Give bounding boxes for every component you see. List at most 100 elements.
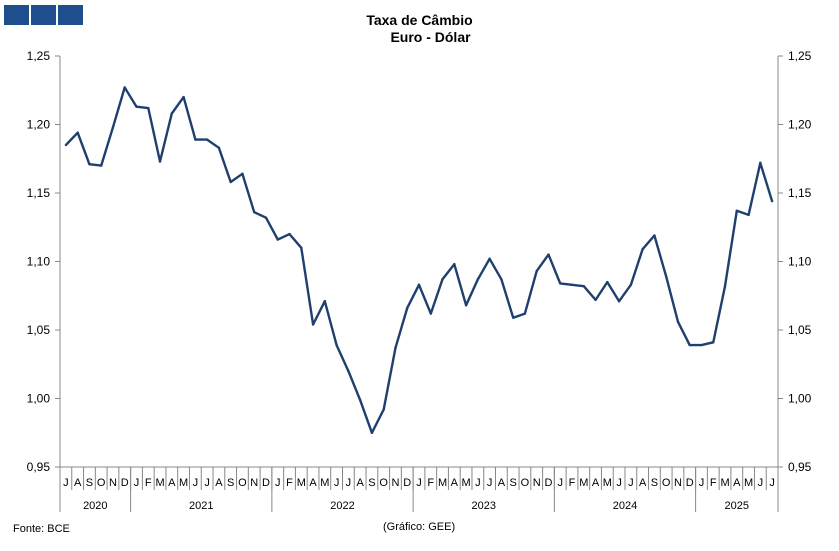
x-tick-label: O: [662, 477, 671, 489]
x-tick-label: M: [744, 477, 753, 489]
data-point: [111, 126, 115, 129]
year-label: 2022: [330, 500, 354, 512]
data-point: [311, 323, 315, 326]
x-tick-label: J: [769, 477, 775, 489]
data-point: [276, 238, 279, 241]
x-tick-label: A: [74, 477, 82, 489]
year-label: 2025: [725, 500, 749, 512]
x-tick-label: J: [557, 477, 563, 489]
data-point: [664, 275, 668, 278]
x-tick-label: J: [204, 477, 210, 489]
x-tick-label: S: [509, 477, 516, 489]
x-tick-label: N: [250, 477, 258, 489]
data-point: [500, 278, 503, 281]
y-tick-label-left: 1,05: [27, 323, 51, 337]
x-tick-label: O: [97, 477, 106, 489]
x-tick-label: J: [699, 477, 705, 489]
data-point: [441, 278, 444, 281]
data-point: [723, 284, 727, 288]
data-point: [535, 269, 538, 273]
x-tick-label: A: [639, 477, 647, 489]
x-tick-label: A: [592, 477, 600, 489]
x-tick-label: N: [674, 477, 682, 489]
x-tick-label: O: [238, 477, 247, 489]
data-point: [688, 343, 691, 347]
x-tick-label: S: [368, 477, 375, 489]
credit-label: (Gráfico: GEE): [383, 521, 456, 533]
data-point: [358, 398, 362, 402]
y-tick-label-right: 1,10: [788, 255, 812, 269]
data-point: [747, 213, 750, 217]
x-tick-label: J: [475, 477, 481, 489]
x-tick-label: D: [121, 477, 129, 489]
data-point: [288, 232, 291, 236]
y-tick-label-left: 1,10: [27, 255, 51, 269]
data-point: [76, 131, 79, 134]
y-tick-label-left: 1,15: [27, 186, 51, 200]
data-point: [217, 146, 221, 149]
x-tick-label: J: [275, 477, 281, 489]
data-point: [735, 209, 739, 213]
logo: [4, 5, 83, 25]
series-line: [65, 86, 774, 434]
data-point: [594, 298, 597, 302]
x-tick-label: F: [710, 477, 717, 489]
x-tick-label: M: [720, 477, 729, 489]
x-tick-label: S: [651, 477, 658, 489]
x-tick-label: A: [309, 477, 317, 489]
source-label: Fonte: BCE: [13, 523, 70, 535]
x-tick-label: M: [438, 477, 447, 489]
x-tick-label: F: [427, 477, 434, 489]
x-tick-label: N: [391, 477, 399, 489]
x-tick-label: J: [334, 477, 340, 489]
year-label: 2020: [83, 500, 107, 512]
data-point: [147, 106, 150, 110]
x-tick-label: N: [109, 477, 117, 489]
y-tick-label-right: 1,25: [788, 49, 812, 63]
data-point: [523, 312, 527, 315]
x-tick-label: M: [155, 477, 164, 489]
data-point: [135, 105, 138, 108]
data-point: [570, 283, 574, 286]
x-tick-label: D: [403, 477, 411, 489]
data-point: [123, 86, 126, 89]
x-tick-label: O: [521, 477, 530, 489]
logo-square: [4, 5, 29, 25]
data-point: [382, 408, 385, 411]
data-point: [64, 143, 68, 147]
logo-square: [31, 5, 56, 25]
x-tick-label: J: [758, 477, 764, 489]
x-tick-label: M: [461, 477, 470, 489]
data-point: [417, 283, 421, 286]
year-label: 2023: [471, 500, 495, 512]
logo-square: [58, 5, 83, 25]
data-point: [641, 247, 644, 251]
x-tick-label: A: [451, 477, 459, 489]
data-point: [653, 234, 656, 237]
x-tick-label: D: [262, 477, 270, 489]
data-point: [335, 343, 338, 347]
data-point: [241, 172, 244, 176]
data-point: [582, 284, 585, 288]
x-tick-label: A: [498, 477, 506, 489]
data-point: [99, 164, 103, 167]
data-point: [264, 216, 268, 219]
x-tick-label: F: [569, 477, 576, 489]
year-label: 2024: [613, 500, 637, 512]
x-tick-label: J: [487, 477, 493, 489]
x-tick-label: A: [168, 477, 176, 489]
data-point: [464, 304, 468, 307]
x-tick-label: M: [320, 477, 329, 489]
x-tick-label: S: [86, 477, 93, 489]
data-point: [476, 278, 480, 281]
data-point: [511, 316, 515, 319]
data-point: [194, 138, 197, 141]
data-point: [759, 161, 762, 165]
y-tick-label-left: 0,95: [27, 460, 51, 474]
x-tick-label: F: [286, 477, 293, 489]
x-tick-label: A: [733, 477, 741, 489]
y-tick-label-left: 1,25: [27, 49, 51, 63]
data-point: [676, 320, 680, 323]
x-tick-label: D: [686, 477, 694, 489]
data-point: [617, 300, 621, 303]
